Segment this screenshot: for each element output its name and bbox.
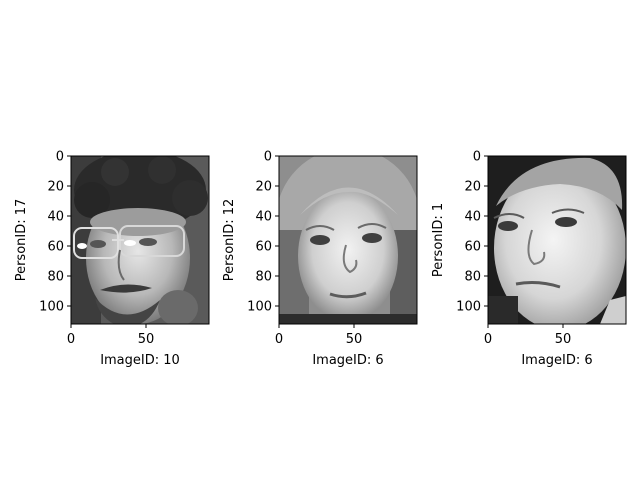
- y-tick-label: 0: [473, 150, 481, 165]
- x-axis-label: ImageID: 10: [100, 353, 180, 368]
- x-tick-label: 50: [346, 332, 363, 347]
- y-axis-label: PersonID: 17: [14, 199, 29, 282]
- y-tick-label: 60: [464, 240, 481, 255]
- x-tick-label: 50: [555, 332, 572, 347]
- y-axis-label: PersonID: 1: [431, 203, 446, 277]
- y-tick-label: 20: [464, 180, 481, 195]
- y-tick-label: 20: [47, 180, 64, 195]
- y-tick-label: 40: [255, 210, 272, 225]
- y-tick-label: 60: [47, 240, 64, 255]
- y-axis-label: PersonID: 12: [222, 199, 237, 282]
- face-image-3: [488, 156, 626, 324]
- y-tick-label: 40: [47, 210, 64, 225]
- y-tick-label: 80: [47, 270, 64, 285]
- y-tick-label: 80: [255, 270, 272, 285]
- y-tick-label: 100: [456, 300, 481, 315]
- y-tick-label: 40: [464, 210, 481, 225]
- y-tick-label: 60: [255, 240, 272, 255]
- face-image-2: [279, 156, 417, 324]
- face-image-1: [71, 156, 209, 324]
- x-tick-label: 0: [67, 332, 75, 347]
- y-tick-label: 80: [464, 270, 481, 285]
- x-axis-label: ImageID: 6: [312, 353, 383, 368]
- x-tick-label: 50: [138, 332, 155, 347]
- y-tick-label: 100: [247, 300, 272, 315]
- y-tick-label: 0: [264, 150, 272, 165]
- axes-layer: 0 50 0 20 40 60 80 100 ImageID: 10 PersonID: 17 0 5…: [14, 150, 593, 369]
- y-tick-label: 20: [255, 180, 272, 195]
- x-tick-label: 0: [275, 332, 283, 347]
- y-tick-label: 0: [56, 150, 64, 165]
- panel-1: [70, 155, 210, 325]
- x-tick-label: 0: [484, 332, 492, 347]
- panel-3: [487, 155, 627, 325]
- x-axis-label: ImageID: 6: [521, 353, 592, 368]
- y-tick-label: 100: [39, 300, 64, 315]
- panel-2: [278, 155, 418, 325]
